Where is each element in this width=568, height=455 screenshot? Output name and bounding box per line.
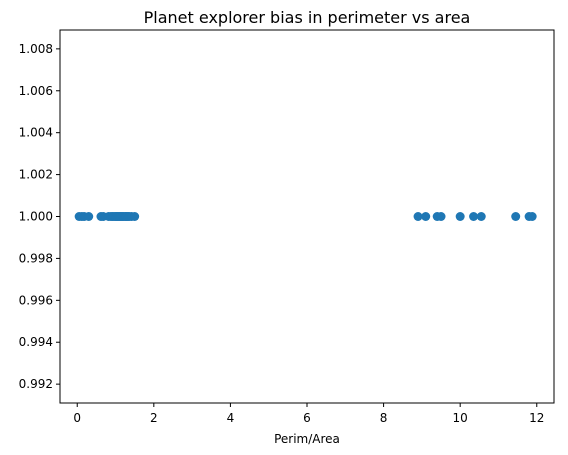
data-point (469, 212, 479, 221)
data-point (130, 212, 140, 221)
x-tick-label: 0 (73, 411, 81, 425)
x-axis: 0 2 4 6 8 10 12 (73, 403, 544, 425)
x-tick-label: 4 (227, 411, 235, 425)
y-tick-label: 1.006 (19, 84, 53, 98)
x-tick-label: 6 (303, 411, 311, 425)
x-tick-label: 8 (380, 411, 388, 425)
data-point (455, 212, 465, 221)
x-axis-label: Perim/Area (274, 432, 340, 446)
x-tick-label: 2 (150, 411, 158, 425)
y-tick-label: 1.004 (19, 126, 53, 140)
y-axis: 0.992 0.994 0.996 0.998 1.000 1.002 1.004 1.006… (19, 42, 60, 391)
data-point (421, 212, 431, 221)
data-point (84, 212, 94, 221)
y-tick-label: 0.996 (19, 293, 53, 307)
x-tick-label: 12 (529, 411, 544, 425)
data-point (476, 212, 486, 221)
y-tick-label: 0.998 (19, 251, 53, 265)
data-point (413, 212, 423, 221)
x-tick-label: 10 (453, 411, 468, 425)
y-tick-label: 1.002 (19, 168, 53, 182)
data-point (436, 212, 446, 221)
data-point (511, 212, 521, 221)
data-point (527, 212, 537, 221)
y-tick-label: 1.008 (19, 42, 53, 56)
y-tick-label: 0.992 (19, 377, 53, 391)
data-points (74, 212, 537, 221)
y-tick-label: 0.994 (19, 335, 53, 349)
plot-frame (59, 29, 555, 404)
chart-title: Planet explorer bias in perimeter vs are… (144, 8, 471, 27)
y-tick-label: 1.000 (19, 210, 53, 224)
